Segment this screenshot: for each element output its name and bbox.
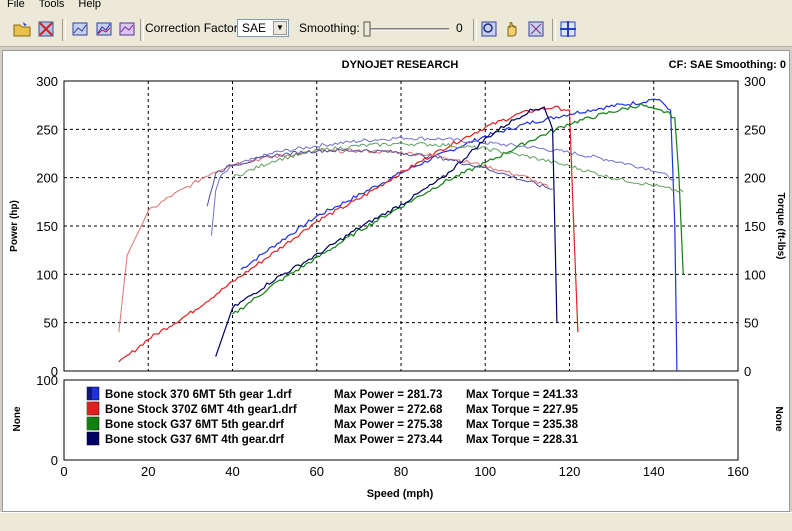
pan-hand-icon[interactable] [502, 19, 522, 39]
chart-header-right: CF: SAE Smoothing: 0 [669, 59, 786, 71]
legend-entry-name: Bone stock G37 6MT 5th gear.drf [105, 419, 284, 431]
x-tick-label: 20 [141, 464, 155, 479]
lower-y-label-right: None [773, 407, 784, 432]
lower-y-label-left: None [12, 406, 23, 431]
lower-y-tick-label: 0 [51, 453, 58, 468]
series-line-power [118, 105, 579, 363]
zoom-out-icon[interactable] [526, 19, 546, 39]
toolbar-separator [552, 19, 556, 41]
legend-max-torque: Max Torque = 235.38 [466, 419, 579, 431]
legend-swatch-shade [87, 432, 92, 445]
toolbar: Correction Factor: SAE ▼ Smoothing: 0 [0, 12, 792, 47]
open-icon[interactable] [12, 19, 32, 39]
series-line-torque [210, 135, 675, 236]
legend-max-torque: Max Torque = 228.31 [466, 434, 579, 446]
run-overlay-icon[interactable] [117, 19, 137, 39]
x-tick-label: 120 [559, 464, 581, 479]
legend-entry-name: Bone Stock 370Z 6MT 4th gear1.drf [105, 404, 297, 416]
run-select-icon[interactable] [70, 19, 90, 39]
legend-swatch-shade [87, 402, 92, 415]
x-tick-label: 140 [643, 464, 665, 479]
legend-entry-name: Bone stock 370 6MT 5th gear 1.drf [105, 389, 292, 401]
series-layer [118, 98, 684, 372]
legend-max-power: Max Power = 275.38 [334, 419, 443, 431]
y-tick-label-right: 300 [744, 74, 766, 89]
x-tick-label: 80 [394, 464, 408, 479]
clear-icon[interactable] [36, 19, 56, 39]
chevron-down-icon[interactable]: ▼ [273, 21, 287, 35]
series-line-power [215, 106, 558, 357]
y-tick-label-right: 0 [744, 364, 751, 379]
status-bar [0, 512, 792, 531]
menu-tools[interactable]: Tools [38, 0, 65, 10]
legend-max-power: Max Power = 281.73 [334, 389, 442, 401]
menu-file[interactable]: File [7, 0, 25, 10]
lower-y-tick-label: 100 [36, 373, 58, 388]
y-axis-label-left: Power (hp) [9, 200, 20, 252]
y-tick-label-left: 200 [36, 171, 58, 186]
y-tick-label-right: 200 [744, 171, 766, 186]
dyno-chart: DYNOJET RESEARCH CF: SAE Smoothing: 0 0 2… [9, 59, 786, 500]
smoothing-slider[interactable] [362, 20, 452, 38]
legend-max-torque: Max Torque = 227.95 [466, 404, 579, 416]
y-tick-label-right: 250 [744, 122, 766, 137]
menu-bar: File Tools Help [0, 0, 792, 12]
toolbar-separator [473, 19, 477, 41]
correction-factor-select[interactable]: SAE ▼ [237, 19, 289, 37]
series-line-torque [206, 148, 553, 207]
toolbar-separator [140, 19, 144, 41]
menu-help[interactable]: Help [78, 0, 102, 10]
y-tick-label-left: 250 [36, 122, 58, 137]
dyno-chart-panel: DYNOJET RESEARCH CF: SAE Smoothing: 0 0 2… [2, 50, 790, 512]
x-tick-label: 160 [727, 464, 749, 479]
legend-max-torque: Max Torque = 241.33 [466, 389, 578, 401]
y-tick-label-right: 50 [744, 316, 758, 331]
y-tick-label-right: 150 [744, 219, 766, 234]
y-tick-label-left: 0 [51, 364, 58, 379]
series-line-torque [118, 148, 549, 333]
legend-entry-name: Bone stock G37 6MT 4th gear.drf [105, 434, 284, 446]
y-tick-label-left: 300 [36, 74, 58, 89]
legend-max-power: Max Power = 273.44 [334, 434, 443, 446]
y-tick-label-left: 150 [36, 219, 58, 234]
y-tick-label-right: 100 [744, 267, 766, 282]
toolbar-separator [62, 19, 66, 41]
zoom-icon[interactable] [479, 19, 499, 39]
x-tick-label: 40 [225, 464, 239, 479]
chart-title: DYNOJET RESEARCH [342, 59, 459, 71]
smoothing-label: Smoothing: [299, 21, 360, 35]
legend: Bone stock 370 6MT 5th gear 1.drf Max Pow… [86, 386, 579, 446]
legend-swatch-shade [87, 417, 92, 430]
x-axis-label: Speed (mph) [367, 488, 434, 500]
y-tick-label-left: 100 [36, 267, 58, 282]
lower-plot-area [63, 379, 739, 461]
smoothing-value: 0 [456, 21, 463, 35]
correction-factor-value: SAE [242, 21, 267, 35]
series-line-power [232, 102, 684, 315]
legend-swatch-shade [87, 387, 92, 400]
x-tick-label: 60 [310, 464, 324, 479]
x-tick-label: 0 [60, 464, 67, 479]
run-compare-icon[interactable] [94, 19, 114, 39]
x-tick-label: 100 [474, 464, 496, 479]
correction-factor-label: Correction Factor: [145, 21, 242, 35]
y-axis-label-right: Torque (ft-lbs) [775, 192, 786, 259]
grid-icon[interactable] [558, 19, 578, 39]
y-tick-label-left: 50 [44, 316, 58, 331]
legend-max-power: Max Power = 272.68 [334, 404, 443, 416]
